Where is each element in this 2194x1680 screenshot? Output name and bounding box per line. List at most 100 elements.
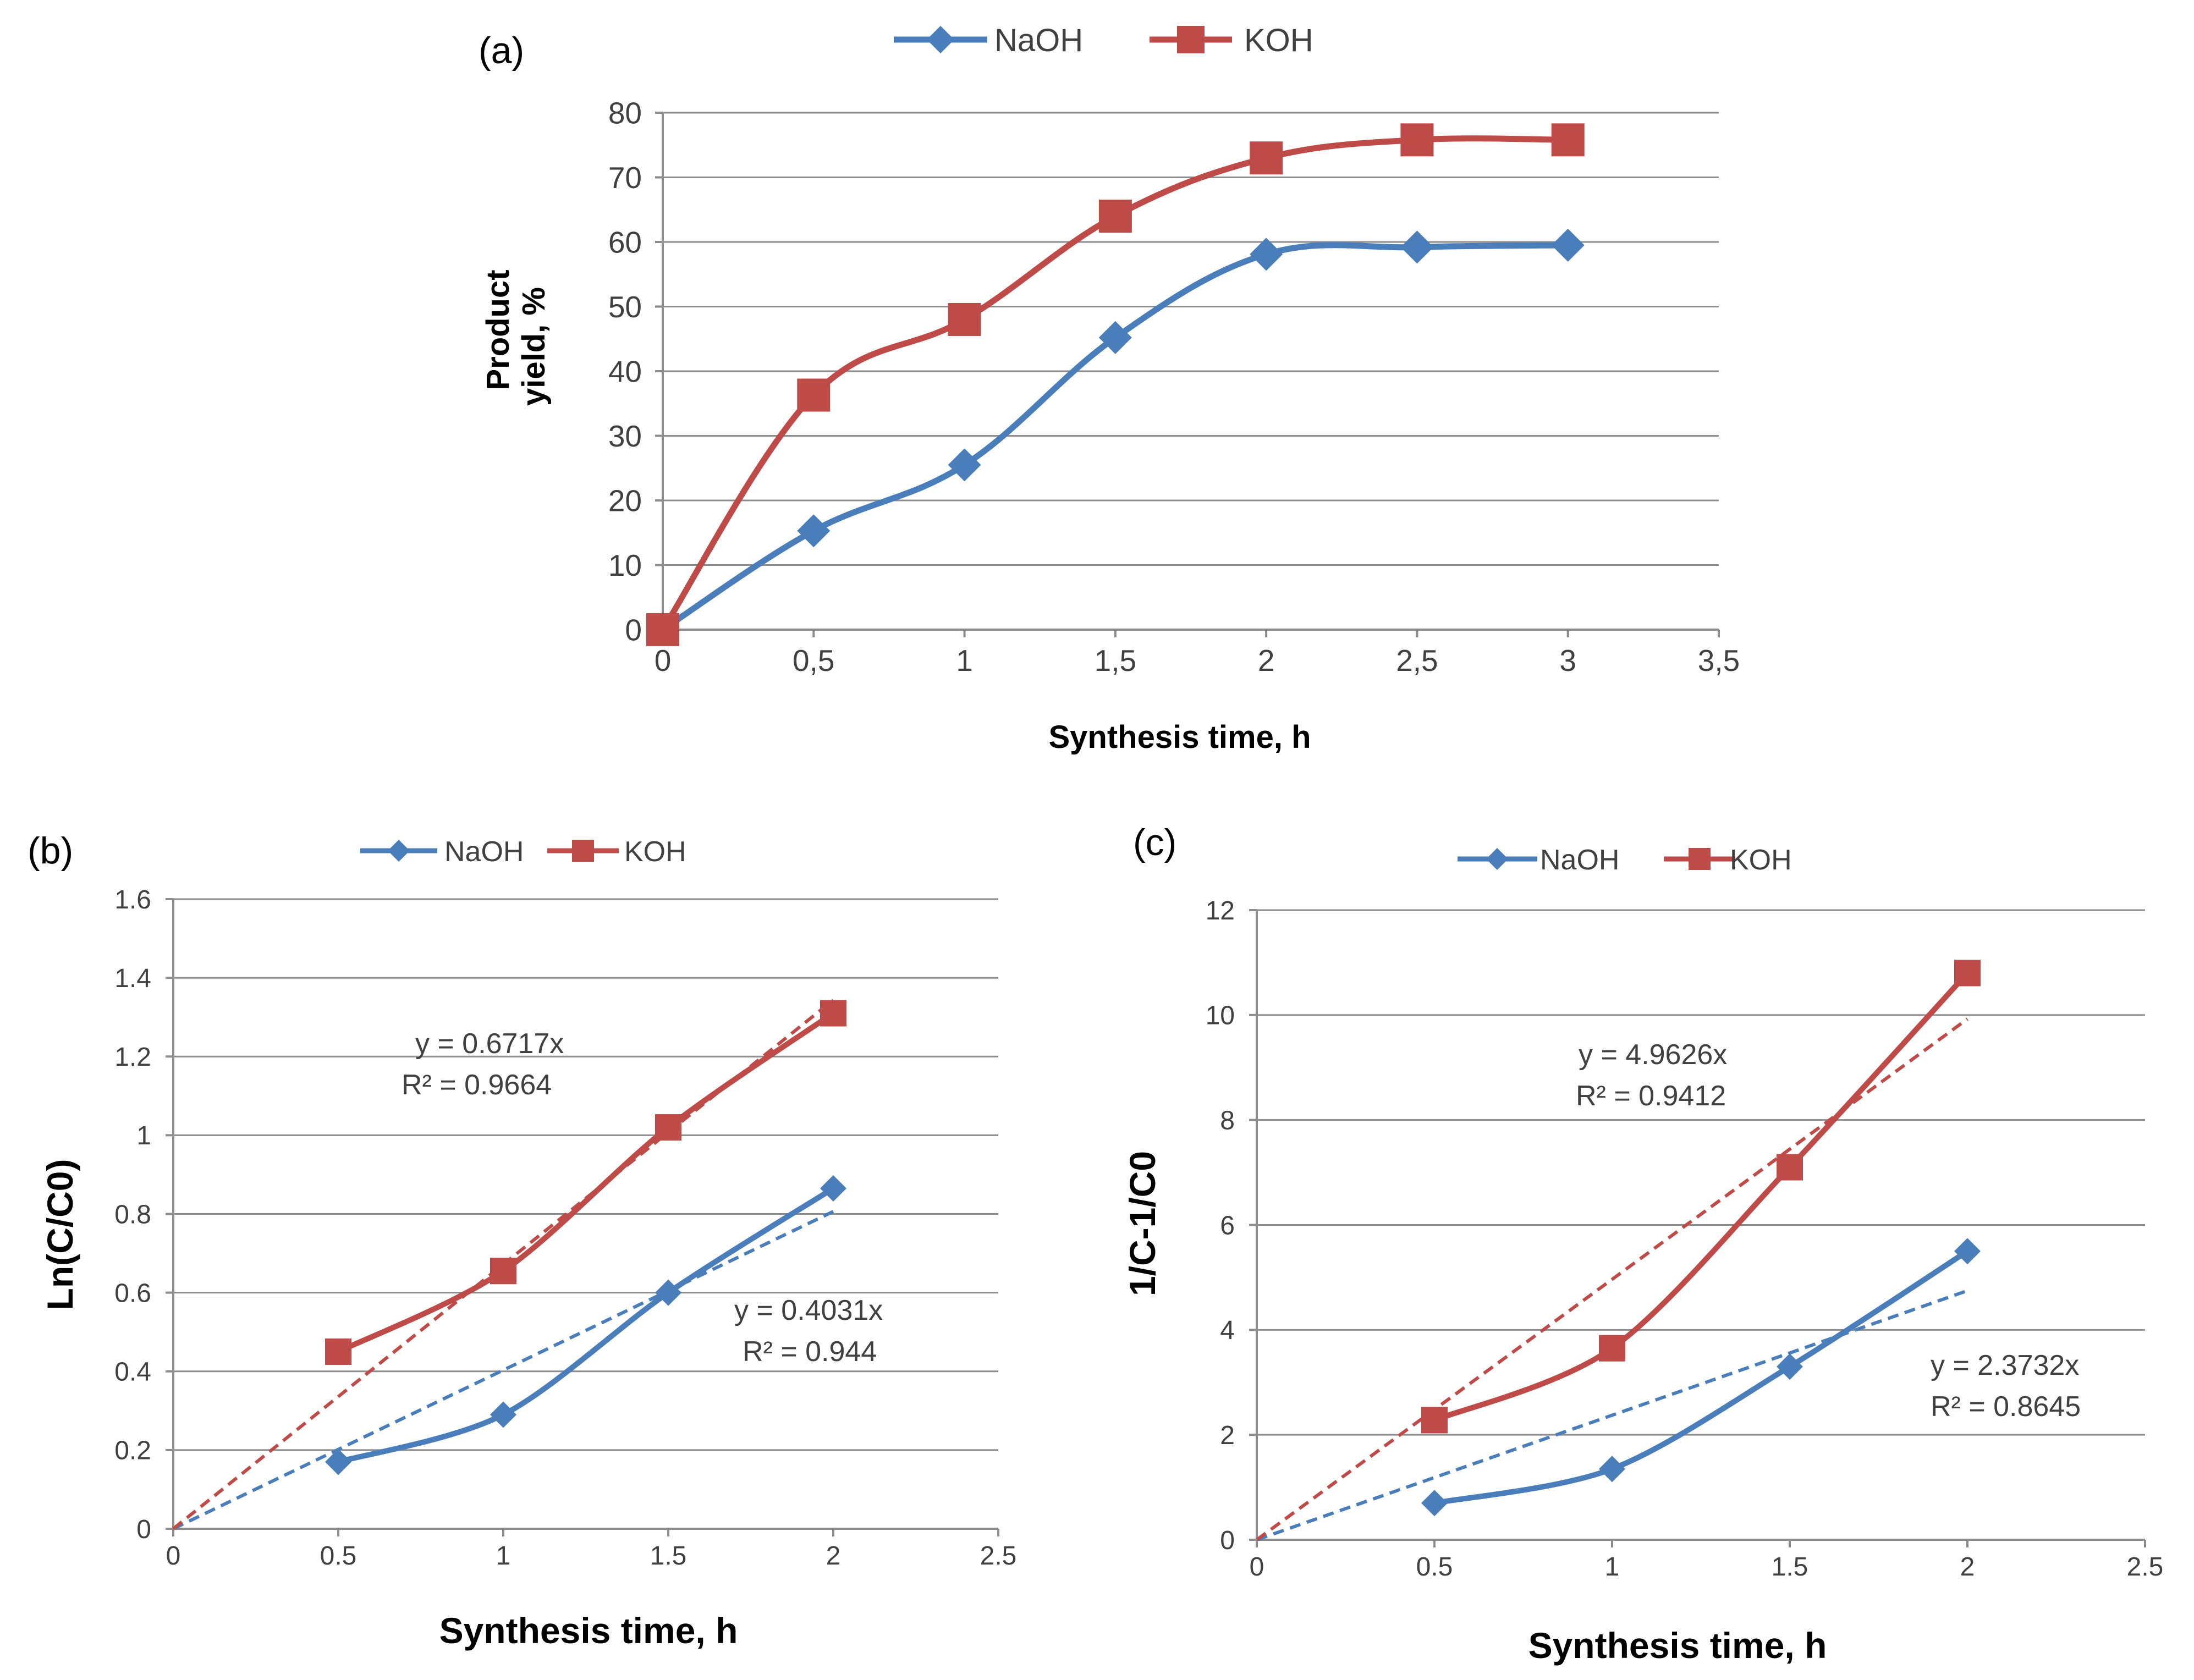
- panel-b: (b) NaOH KOH 0 0.2 0.4 0.6 0.8 1 1.2 1.4 1.6 0 0.5…: [28, 830, 1016, 1651]
- series-line-naoh: [337, 1186, 835, 1465]
- y-tick-label: 20: [608, 483, 642, 517]
- x-tick-label: 1,5: [1095, 643, 1136, 677]
- series-line-naoh: [661, 242, 1568, 632]
- panel-b-eq-naoh: y = 0.4031x: [734, 1295, 883, 1326]
- y-tick-label: 2: [1220, 1421, 1235, 1450]
- y-tick-label: 0.6: [114, 1279, 151, 1308]
- y-tick-label: 6: [1220, 1211, 1235, 1240]
- panel-c-grid: [1249, 909, 2146, 1547]
- x-tick-label: 2: [1960, 1552, 1975, 1582]
- x-tick-label: 2.5: [980, 1541, 1017, 1571]
- panel-b-xlabel: Synthesis time, h: [439, 1610, 738, 1651]
- panel-a-xlabel: Synthesis time, h: [1048, 719, 1311, 755]
- data-point-koh: [325, 1338, 351, 1365]
- data-point-koh: [820, 1000, 846, 1027]
- x-tick-label: 1: [956, 643, 973, 677]
- panel-a-legend: NaOH KOH: [894, 23, 1313, 58]
- panel-b-label: (b): [28, 830, 73, 872]
- legend-a-koh-label: KOH: [1244, 23, 1313, 58]
- panel-a-ylabel-line2: yield, %: [516, 287, 552, 406]
- legend-b-naoh-marker: [388, 840, 410, 862]
- data-point-naoh: [655, 1279, 681, 1306]
- data-point-koh: [655, 1114, 681, 1141]
- panel-b-legend: NaOH KOH: [360, 836, 686, 868]
- data-point-naoh: [1400, 230, 1434, 264]
- data-point-koh: [1599, 1335, 1625, 1362]
- legend-c-naoh-label: NaOH: [1540, 844, 1619, 876]
- data-point-naoh: [1777, 1353, 1803, 1380]
- x-tick-label: 3,5: [1698, 643, 1740, 677]
- legend-a-naoh-marker: [927, 26, 954, 53]
- x-tick-label: 2: [1258, 643, 1275, 677]
- y-tick-label: 4: [1220, 1316, 1235, 1345]
- y-tick-label: 1.6: [114, 885, 151, 915]
- panel-b-ticks: 0 0.2 0.4 0.6 0.8 1 1.2 1.4 1.6 0 0.5 1 1.5 2 2.5: [114, 885, 1016, 1571]
- legend-c-koh-marker: [1689, 848, 1711, 870]
- y-tick-label: 0.4: [114, 1358, 151, 1387]
- legend-b-koh-marker: [572, 840, 594, 862]
- panel-c-r2-koh: R² = 0.9412: [1576, 1080, 1726, 1112]
- data-point-koh: [797, 378, 831, 412]
- data-point-naoh: [1551, 228, 1585, 262]
- x-tick-label: 2: [826, 1541, 841, 1571]
- data-point-koh: [1421, 1407, 1448, 1434]
- x-tick-label: 0.5: [320, 1541, 357, 1571]
- panel-c-eq-koh: y = 4.9626x: [1579, 1039, 1727, 1071]
- panel-b-r2-koh: R² = 0.9664: [402, 1069, 552, 1101]
- y-tick-label: 60: [608, 225, 642, 259]
- panel-c: (c) NaOH KOH 0 2 4 6 8 10 12 0 0.5 1 1.5 2 2.5 y = 4…: [1122, 822, 2163, 1666]
- y-tick-label: 10: [608, 548, 642, 582]
- y-tick-label: 8: [1220, 1106, 1235, 1135]
- data-point-naoh: [948, 448, 981, 482]
- data-point-koh: [1400, 123, 1434, 157]
- y-tick-label: 50: [608, 290, 642, 324]
- panel-c-series: [1421, 960, 1981, 1517]
- series-line-naoh: [1434, 1249, 1969, 1506]
- panel-a-ticks: 0 10 20 30 40 50 60 70 80 0 0,5 1 1,5 2 2,5 3 3,5: [608, 96, 1740, 677]
- y-tick-label: 0: [625, 613, 642, 647]
- panel-a: (a) NaOH KOH 0 10 20 30 40 50 60 70 80 0 0,5 1 1,5 2 2…: [479, 23, 1740, 755]
- data-point-naoh: [1421, 1490, 1448, 1517]
- data-point-koh: [948, 303, 981, 336]
- data-point-naoh: [1098, 321, 1132, 354]
- x-tick-label: 0.5: [1416, 1552, 1453, 1582]
- x-tick-label: 0,5: [793, 643, 834, 677]
- panel-b-eq-koh: y = 0.6717x: [415, 1028, 564, 1060]
- data-point-koh: [1954, 960, 1981, 987]
- data-point-naoh: [1599, 1456, 1625, 1483]
- series-line-koh: [337, 1011, 835, 1354]
- panel-c-eq-naoh: y = 2.3732x: [1931, 1349, 2079, 1381]
- data-point-koh: [1551, 123, 1585, 157]
- series-line-koh: [1433, 971, 1970, 1423]
- y-tick-label: 10: [1206, 1001, 1235, 1031]
- x-tick-label: 3: [1559, 643, 1576, 677]
- legend-c-naoh-marker: [1486, 848, 1508, 870]
- panel-a-ylabel-line1: Product: [480, 269, 516, 390]
- data-point-koh: [1250, 141, 1283, 175]
- panel-a-series: [646, 123, 1585, 646]
- data-point-naoh: [1954, 1238, 1981, 1265]
- y-tick-label: 0.8: [114, 1200, 151, 1229]
- x-tick-label: 0: [166, 1541, 181, 1571]
- y-tick-label: 1.2: [114, 1043, 151, 1072]
- x-tick-label: 0: [655, 643, 672, 677]
- data-point-naoh: [820, 1175, 846, 1202]
- y-tick-label: 80: [608, 96, 642, 130]
- legend-c-koh-label: KOH: [1730, 844, 1792, 876]
- data-point-koh: [490, 1258, 516, 1285]
- panel-c-trendlines: [1256, 1017, 1968, 1541]
- panel-c-legend: NaOH KOH: [1458, 844, 1792, 876]
- data-point-koh: [1098, 200, 1132, 233]
- panel-b-series: [325, 1000, 846, 1475]
- x-tick-label: 1: [1605, 1552, 1620, 1582]
- data-point-naoh: [490, 1401, 516, 1428]
- x-tick-label: 1.5: [1772, 1552, 1808, 1582]
- x-tick-label: 1: [496, 1541, 511, 1571]
- y-tick-label: 1: [136, 1121, 151, 1150]
- panel-a-label: (a): [479, 30, 524, 71]
- x-tick-label: 2.5: [2127, 1552, 2164, 1582]
- y-tick-label: 40: [608, 354, 642, 388]
- panel-c-label: (c): [1133, 822, 1176, 863]
- y-tick-label: 0.2: [114, 1436, 151, 1466]
